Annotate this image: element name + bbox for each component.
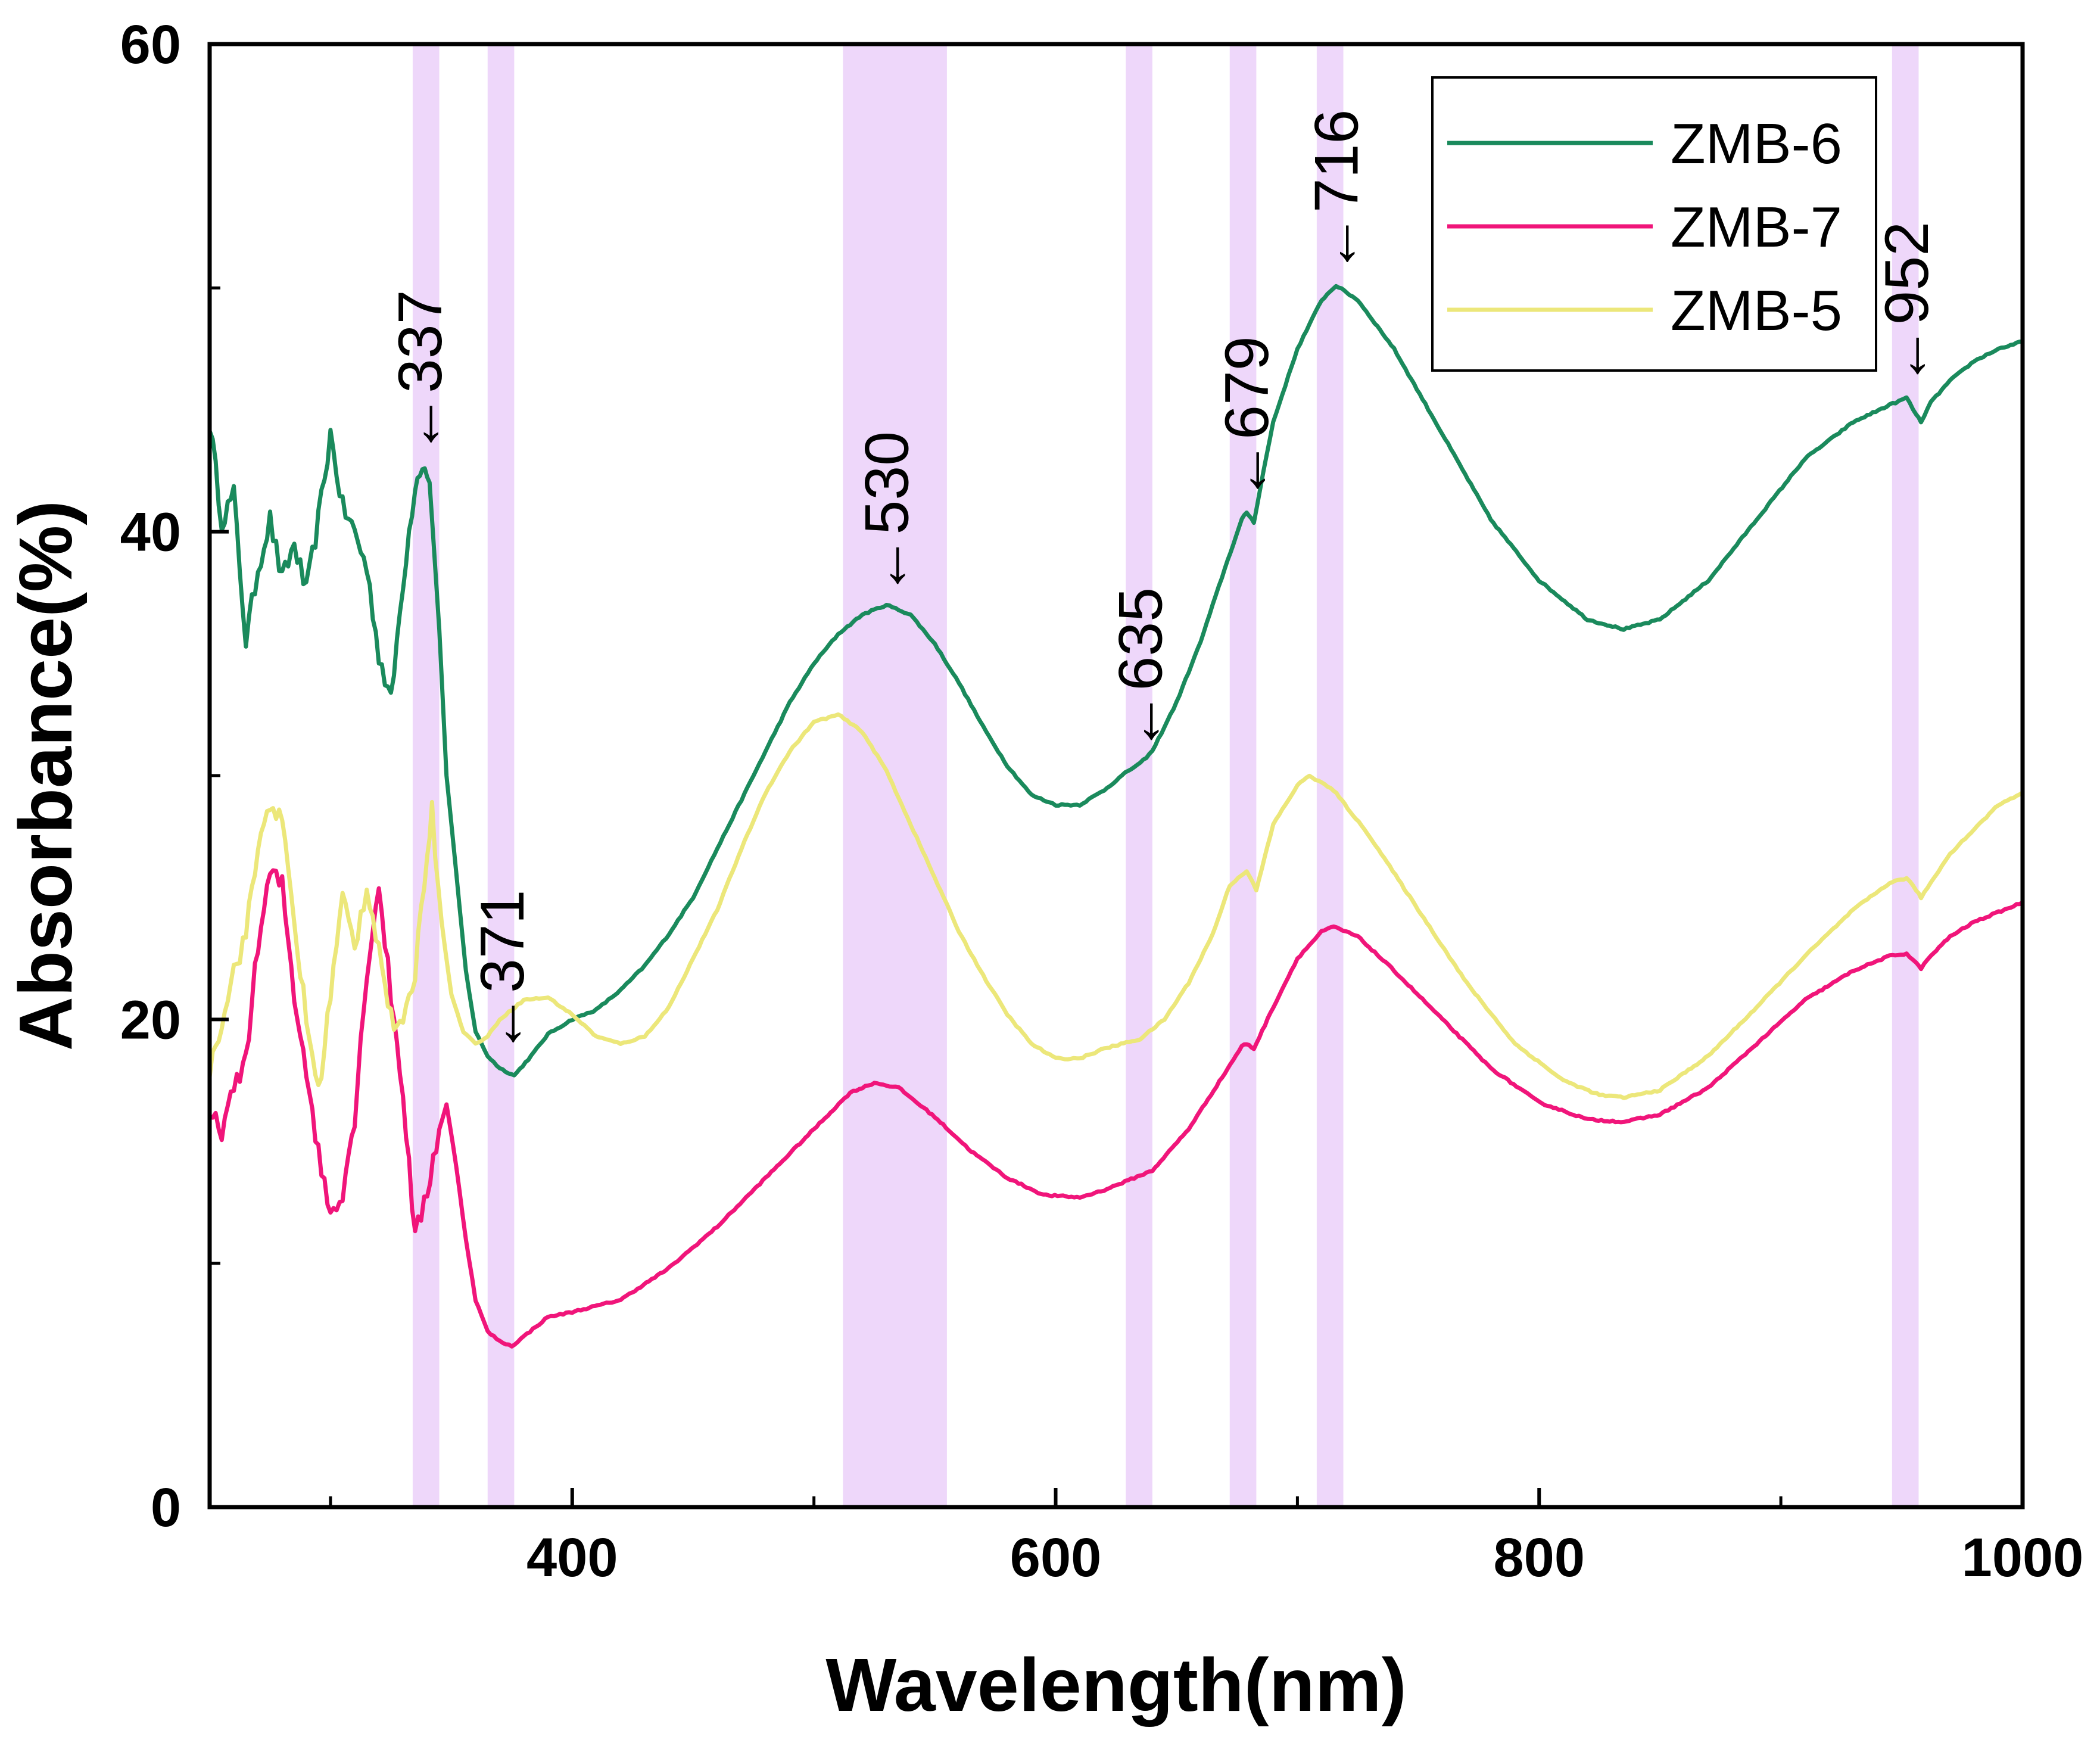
peak-label-716: ←716 (1302, 110, 1371, 275)
peak-label-371: ←371 (468, 889, 537, 1055)
peak-annotations: ←337 ←371 ←530 ←635 ←679 ←716 ←952 (386, 110, 1942, 1055)
series-lines (207, 284, 2024, 1349)
y-axis-title: Absorbance(%) (4, 500, 88, 1051)
y-tick-label: 20 (120, 989, 181, 1050)
highlight-band-4 (1126, 44, 1152, 1507)
legend-label-zmb-6: ZMB-6 (1671, 112, 1842, 176)
legend: ZMB-6 ZMB-7 ZMB-5 (1431, 76, 1877, 372)
x-tick-label: 800 (1494, 1527, 1585, 1588)
series-line-zmb-5 (207, 712, 2024, 1100)
peak-label-679: ←679 (1213, 336, 1282, 502)
highlight-bands (412, 44, 1919, 1507)
series-line-zmb-6 (207, 284, 2023, 1078)
y-tick-label: 0 (151, 1477, 181, 1538)
legend-label-zmb-7: ZMB-7 (1671, 195, 1842, 259)
highlight-band-3 (843, 44, 947, 1507)
legend-label-zmb-5: ZMB-5 (1671, 279, 1842, 343)
x-tick-label: 600 (1010, 1527, 1102, 1588)
highlight-band-2 (487, 44, 515, 1507)
peak-label-952: ←952 (1872, 222, 1942, 387)
highlight-band-5 (1229, 44, 1257, 1507)
legend-box (1431, 76, 1877, 372)
x-tick-label: 400 (526, 1527, 618, 1588)
x-axis-title: Wavelength(nm) (825, 1643, 1406, 1727)
axis-ticks: 400 600 800 1000 0 20 40 60 (120, 14, 2084, 1588)
peak-label-337: ←337 (386, 290, 455, 456)
highlight-band-1 (412, 44, 440, 1507)
peak-label-635: ←635 (1107, 587, 1176, 753)
highlight-band-7 (1892, 44, 1919, 1507)
x-tick-label: 1000 (1962, 1527, 2084, 1588)
series-line-zmb-7 (208, 868, 2024, 1349)
peak-label-530: ←530 (852, 431, 921, 597)
y-tick-label: 60 (120, 14, 181, 75)
y-tick-label: 40 (120, 502, 181, 563)
